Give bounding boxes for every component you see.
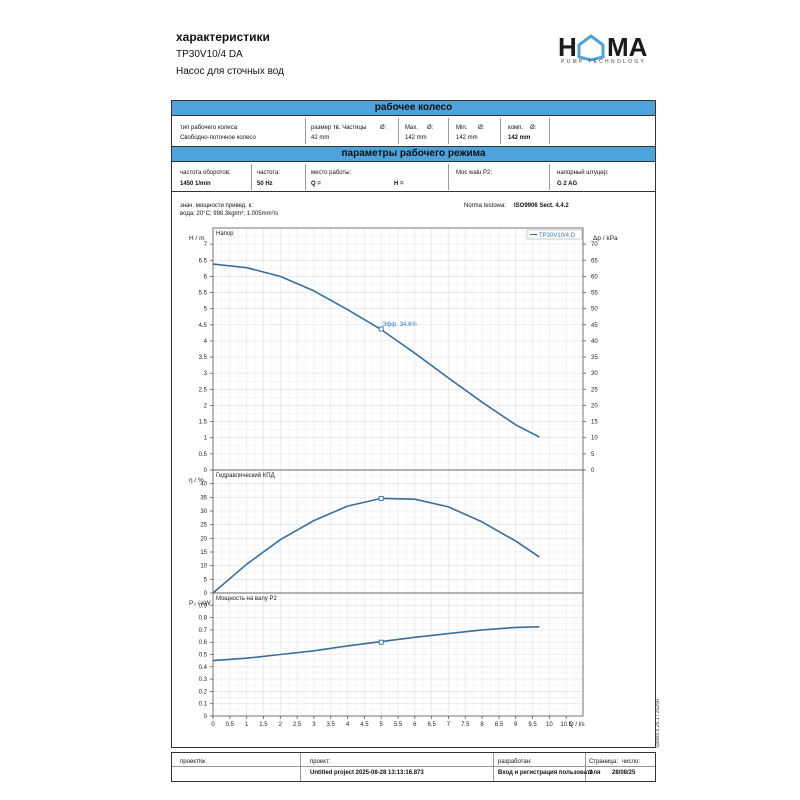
particle-size-value: 42 mm bbox=[311, 135, 330, 141]
page-title: характеристики bbox=[176, 30, 270, 44]
divider bbox=[500, 118, 501, 144]
footer-divider bbox=[172, 766, 655, 767]
reference-note-2: вода; 20°C; 998.3kg/m³; 1.005mm²/s bbox=[180, 211, 279, 217]
frequency-label: частота: bbox=[257, 170, 281, 176]
comp-diameter-label: комп. bbox=[508, 125, 524, 131]
logo-letters-ma: MA bbox=[607, 32, 648, 62]
max-diameter-label: Max. bbox=[405, 125, 419, 131]
reference-note-1: знач. мощности привед. к: bbox=[180, 203, 253, 209]
project-number-label: проект№: bbox=[180, 759, 207, 765]
divider bbox=[305, 164, 306, 190]
divider bbox=[585, 753, 586, 781]
divider bbox=[300, 753, 301, 781]
divider bbox=[448, 164, 449, 190]
page-value: 2 bbox=[589, 770, 593, 776]
outlet-label: напорный штуцер: bbox=[557, 170, 609, 176]
comp-diameter-value: 142 mm bbox=[508, 135, 531, 141]
max-diameter-value: 142 mm bbox=[405, 135, 427, 141]
project-label: проект: bbox=[310, 759, 331, 765]
test-norm-value: ISO9906 Sect. 4.4.2 bbox=[514, 203, 569, 209]
homa-logo: H MA PUMP TECHNOLOGY bbox=[558, 32, 656, 68]
author-label: разработан: bbox=[498, 759, 532, 765]
divider bbox=[398, 118, 399, 144]
operating-section-header: параметры рабочего режима bbox=[172, 146, 655, 162]
divider bbox=[493, 753, 494, 781]
date-value: 28/08/25 bbox=[612, 770, 636, 776]
homa-logo-mark: H MA bbox=[558, 32, 648, 62]
section-divider bbox=[172, 191, 655, 192]
test-norm-label: Norma testowa: bbox=[464, 203, 507, 209]
particle-size-symbol: Ø: bbox=[380, 125, 387, 131]
impeller-type-value: Свободно-поточное колесо bbox=[180, 135, 256, 141]
min-diameter-label: Min. bbox=[456, 125, 468, 131]
min-diameter-value: 142 mm bbox=[456, 135, 478, 141]
logo-hexagon bbox=[577, 34, 605, 62]
particle-size-label: размер тв. Частицы bbox=[311, 125, 367, 131]
shaft-power-label: Moc walu P2: bbox=[456, 170, 493, 176]
flow-value: Q = bbox=[311, 181, 321, 187]
outlet-value: G 2 AG bbox=[557, 181, 578, 187]
impeller-section-header: рабочее колесо bbox=[172, 100, 655, 116]
project-value: Untitled project 2025-08-28 13:13:16.873 bbox=[310, 770, 424, 776]
max-diameter-symbol: Ø: bbox=[427, 125, 434, 131]
divider bbox=[549, 118, 550, 144]
author-value: Вход и регистрация пользователя bbox=[498, 770, 601, 776]
divider bbox=[251, 164, 252, 190]
divider bbox=[448, 118, 449, 144]
software-version-note: Spaix5 6.25.1 / 2025R bbox=[655, 698, 661, 748]
impeller-type-label: тип рабочего колеса: bbox=[180, 125, 239, 131]
data-sheet-frame bbox=[171, 100, 656, 748]
comp-diameter-symbol: Ø: bbox=[530, 125, 537, 131]
pump-model: TP30V10/4 DA bbox=[176, 49, 243, 60]
min-diameter-symbol: Ø: bbox=[478, 125, 485, 131]
logo-letter-h: H bbox=[558, 32, 577, 62]
speed-value: 1450 1/min bbox=[180, 181, 211, 187]
logo-tagline: PUMP TECHNOLOGY bbox=[561, 59, 647, 65]
divider bbox=[549, 164, 550, 190]
operating-point-label: место работы: bbox=[311, 170, 352, 176]
pump-description: Насос для сточных вод bbox=[176, 66, 284, 77]
speed-label: частота оборотов: bbox=[180, 170, 231, 176]
footer-table bbox=[171, 752, 656, 782]
date-label: число: bbox=[622, 759, 641, 765]
head-value: H = bbox=[394, 181, 404, 187]
frequency-value: 50 Hz bbox=[257, 181, 273, 187]
divider bbox=[305, 118, 306, 144]
page-label: Страница: bbox=[589, 759, 618, 765]
